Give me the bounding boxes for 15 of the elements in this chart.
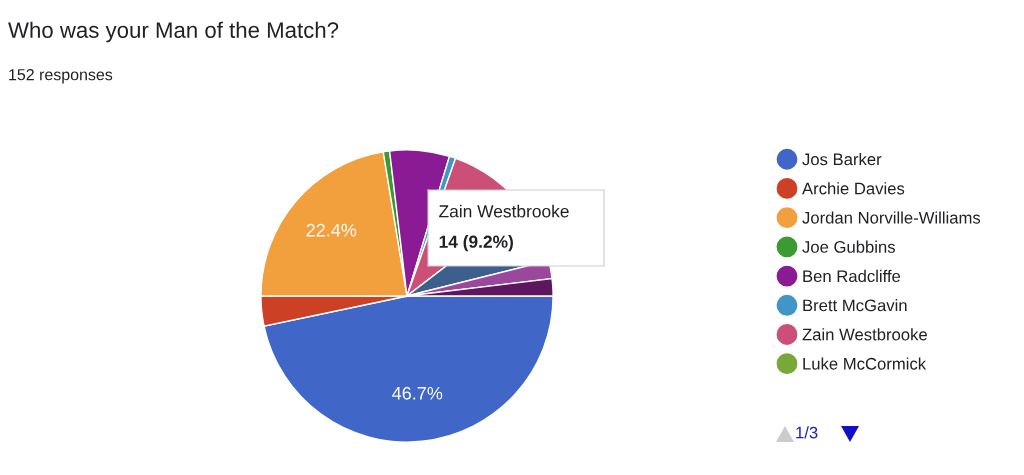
chart-title: Who was your Man of the Match? (8, 21, 339, 43)
legend-label: Zain Westbrooke (802, 328, 927, 341)
legend-label: Brett McGavin (803, 299, 907, 312)
data-label: 22.4% (306, 223, 357, 237)
legend-label: Ben Radcliffe (803, 269, 901, 283)
data-label: 46.7% (392, 386, 443, 400)
legend-label: Joe Gubbins (802, 240, 895, 253)
text: 152 responses (9, 68, 113, 84)
legend-label: Archie Davies (802, 182, 905, 195)
legend-label: Jos Barker (802, 153, 882, 166)
text: 14 (9.2%) (439, 235, 513, 252)
legend-label: Luke McCormick (803, 357, 927, 370)
text: Zain Westbrooke (439, 204, 569, 218)
text: 1/3 (796, 426, 818, 439)
legend-label: Jordan Norville-Williams (802, 211, 981, 224)
